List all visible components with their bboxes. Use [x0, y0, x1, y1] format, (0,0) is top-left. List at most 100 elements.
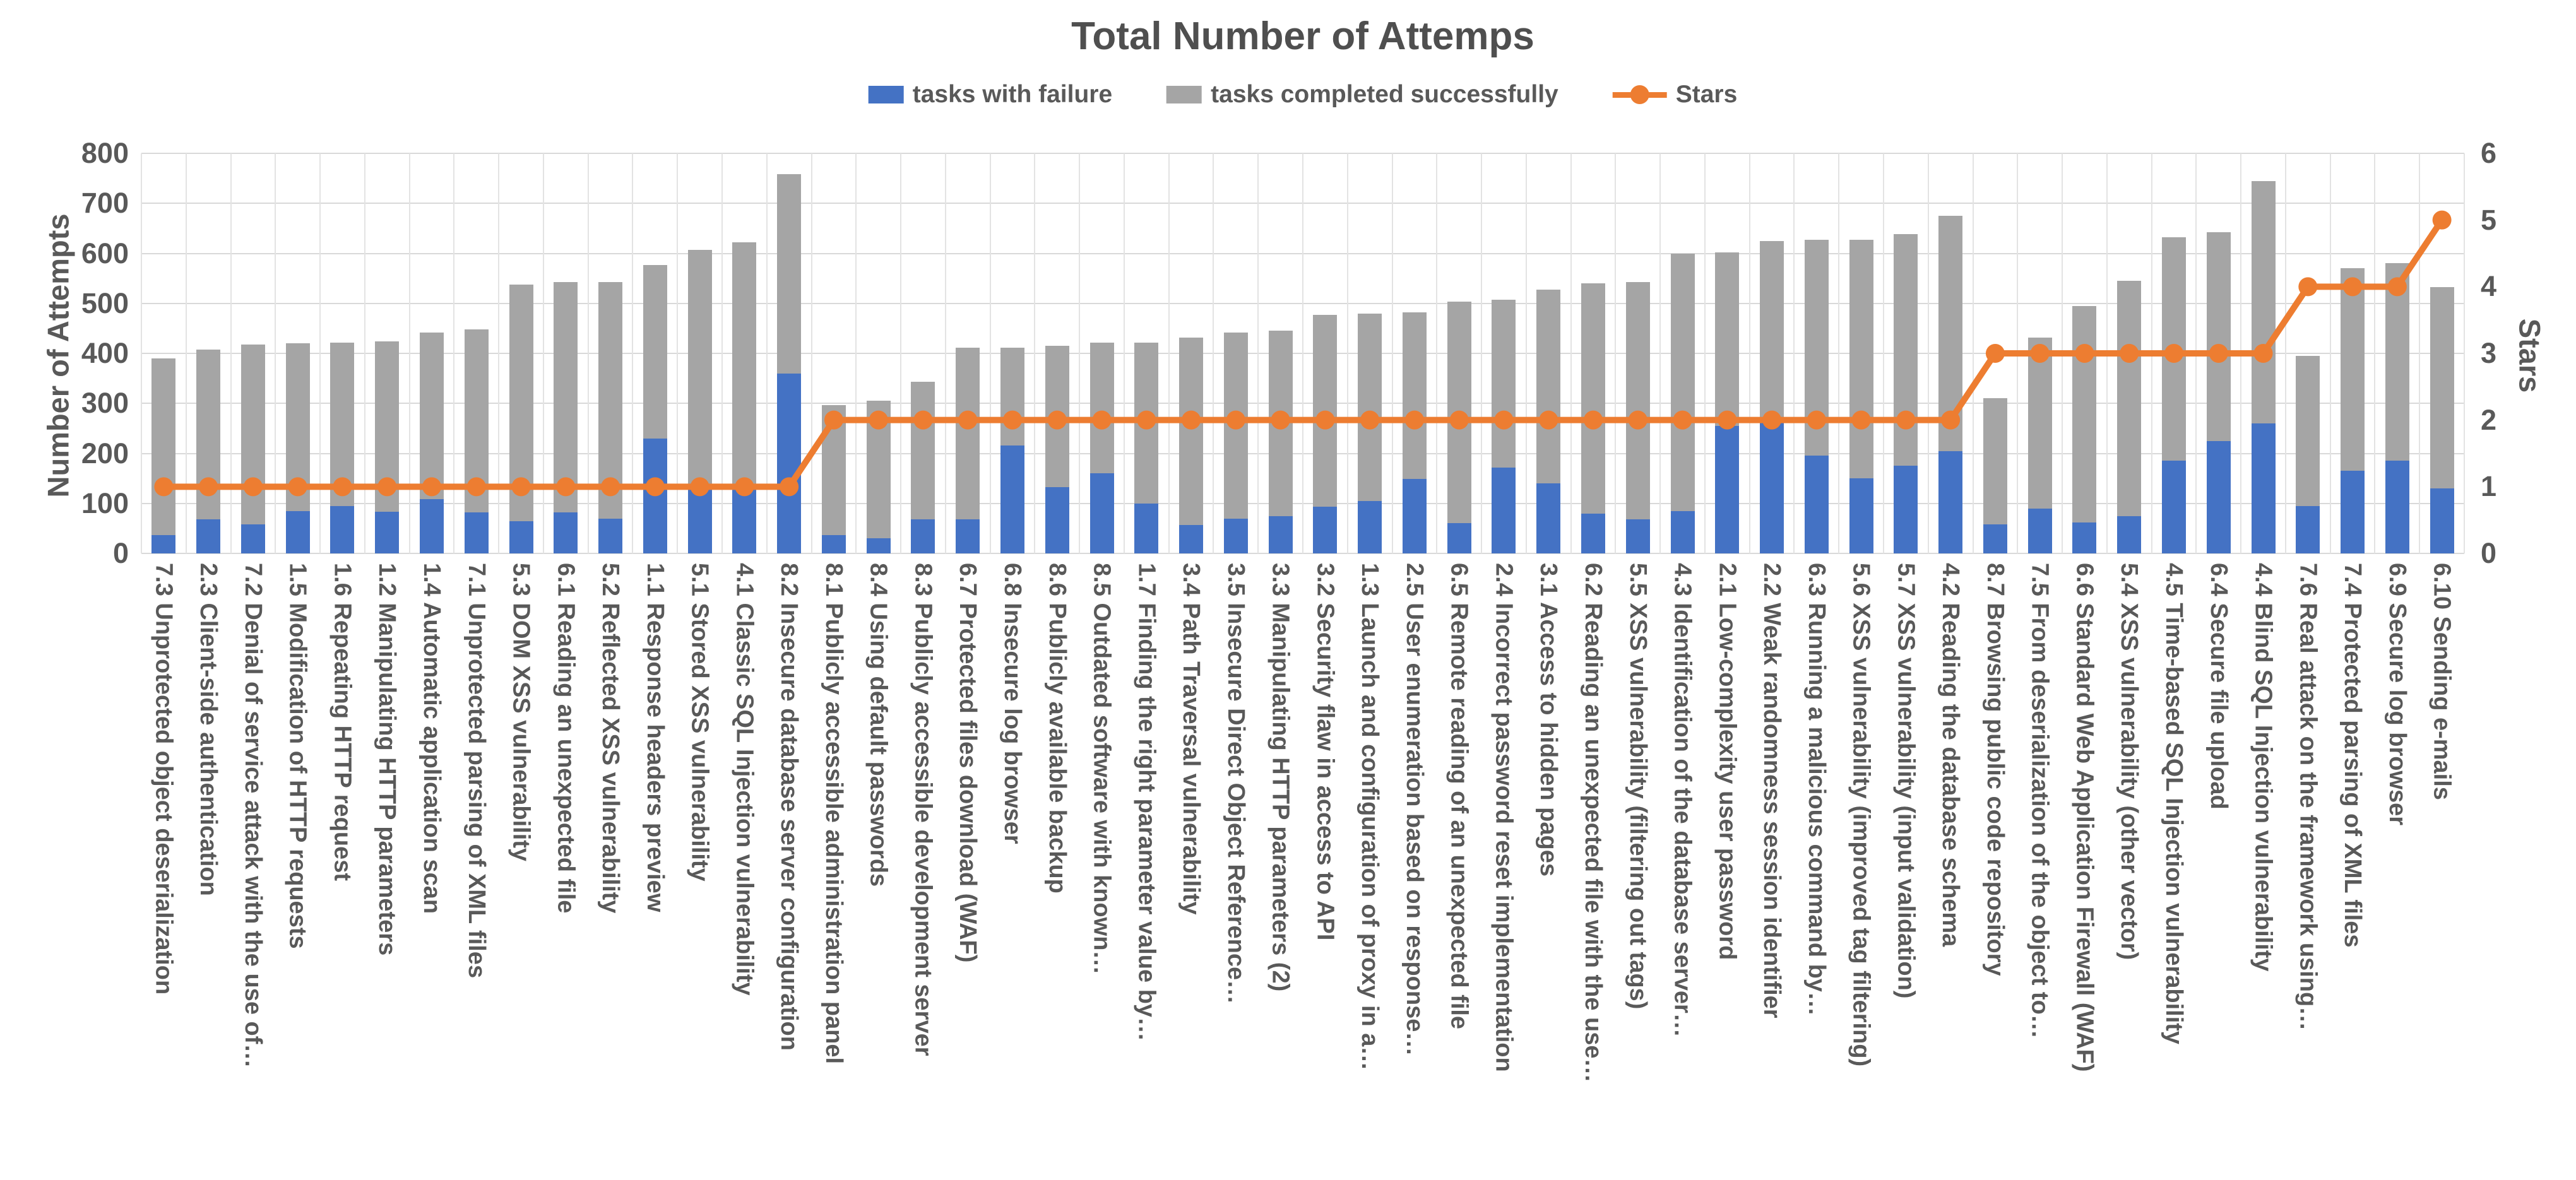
stars-point	[1271, 410, 1290, 430]
gridline-vertical	[1793, 153, 1795, 553]
stars-point	[154, 477, 174, 497]
gridline-vertical	[230, 153, 232, 553]
bar-segment-tasks-with-failure	[1268, 516, 1293, 553]
stars-point	[1449, 410, 1469, 430]
y-axis-tick-label-right: 3	[2481, 337, 2497, 369]
stars-point	[288, 477, 307, 497]
stars-point	[869, 410, 888, 430]
bar-segment-tasks-with-failure	[1715, 425, 1740, 553]
legend-label-failure: tasks with failure	[912, 81, 1113, 108]
stars-line	[154, 210, 2452, 497]
bar-segment-tasks-with-failure	[330, 505, 355, 553]
bar-segment-tasks-with-failure	[598, 518, 623, 553]
gridline-vertical	[1659, 153, 1661, 553]
x-axis-label: 1.3 Launch and configuration of proxy in…	[1356, 563, 1384, 1071]
bar-segment-tasks-with-failure	[1447, 523, 1471, 553]
stars-point	[466, 477, 486, 497]
x-axis-label: 3.2 Security flaw in access to API	[1312, 563, 1339, 941]
bar-segment-tasks-with-failure	[732, 488, 757, 553]
bar-segment-tasks-completed-successfully	[687, 249, 712, 488]
x-axis-label: 7.3 Unprotected object deserialization	[150, 563, 177, 995]
bar-segment-tasks-completed-successfully	[2117, 281, 2142, 516]
x-axis-label: 1.4 Automatic application scan	[418, 563, 445, 914]
bar-segment-tasks-with-failure	[2341, 471, 2365, 553]
stars-point	[1226, 410, 1245, 430]
x-axis-label: 2.2 Weak randomness session identifier	[1759, 563, 1786, 1018]
gridline-vertical	[2464, 153, 2465, 553]
bar-segment-tasks-completed-successfully	[2296, 355, 2320, 506]
gridline-vertical	[1481, 153, 1483, 553]
stars-point	[333, 477, 352, 497]
y-axis-tick-label-left: 400	[81, 337, 129, 369]
gridline-vertical	[1168, 153, 1170, 553]
bar-segment-tasks-with-failure	[1402, 478, 1427, 553]
x-axis-label: 3.5 Insecure Direct Object Reference…	[1222, 563, 1249, 1005]
y-axis-tick-label-right: 2	[2481, 403, 2497, 436]
y-axis-tick-label-right: 4	[2481, 270, 2497, 303]
bar-segment-tasks-with-failure	[464, 512, 489, 553]
y-axis-tick-label-left: 200	[81, 437, 129, 469]
gridline-vertical	[141, 153, 142, 553]
stars-point	[690, 477, 709, 497]
bar-segment-tasks-completed-successfully	[1625, 282, 1650, 520]
y-axis-tick-label-left: 600	[81, 237, 129, 269]
stars-point	[1539, 410, 1558, 430]
y-axis-tick-label-left: 300	[81, 387, 129, 420]
bar-segment-tasks-completed-successfully	[2206, 232, 2231, 441]
y-axis-tick-label-left: 0	[112, 537, 129, 569]
gridline-vertical	[721, 153, 723, 553]
x-axis-label: 6.9 Secure log browser	[2383, 563, 2411, 826]
stars-point	[199, 477, 218, 497]
bar-segment-tasks-completed-successfully	[956, 347, 980, 520]
x-axis-label: 3.3 Manipulating HTTP parameters (2)	[1267, 563, 1294, 992]
bar-segment-tasks-with-failure	[2296, 505, 2320, 553]
stars-point	[1182, 410, 1201, 430]
stars-line-path	[163, 218, 2445, 490]
x-axis-label: 5.1 Stored XSS vulnerability	[686, 563, 713, 882]
stars-point	[2164, 344, 2183, 363]
gridline-vertical	[2374, 153, 2376, 553]
stars-point	[645, 477, 665, 497]
x-axis-label: 7.6 Real attack on the framework using…	[2294, 563, 2322, 1031]
gridline-horizontal	[141, 553, 2464, 554]
bar-segment-tasks-with-failure	[687, 488, 712, 553]
stars-point	[1092, 410, 1112, 430]
bar-segment-tasks-with-failure	[196, 519, 221, 553]
x-axis-label: 7.4 Protected parsing of XML files	[2339, 563, 2366, 948]
stars-point	[1315, 410, 1335, 430]
x-axis-label: 5.3 DOM XSS vulnerability	[507, 563, 535, 862]
bar-segment-tasks-with-failure	[1894, 466, 1918, 553]
x-axis-label: 6.8 Insecure log browser	[999, 563, 1026, 844]
stars-point	[2387, 277, 2407, 297]
x-axis-label: 5.4 XSS vulnerability (other vector)	[2116, 563, 2143, 960]
x-axis-label: 4.1 Classic SQL Injection vulnerability	[731, 563, 758, 996]
x-axis-label: 6.10 Sending e-mails	[2428, 563, 2455, 800]
gridline-vertical	[1525, 153, 1527, 553]
gridline-vertical	[2419, 153, 2421, 553]
legend-item-success: tasks completed successfully	[1166, 81, 1558, 109]
stars-point	[511, 477, 531, 497]
stars-point	[1851, 410, 1871, 430]
gridline-vertical	[1615, 153, 1617, 553]
y-axis-tick-label-left: 700	[81, 187, 129, 220]
bar-segment-tasks-with-failure	[1313, 506, 1338, 553]
bar-segment-tasks-with-failure	[1670, 510, 1695, 553]
gridline-vertical	[319, 153, 321, 553]
gridline-vertical	[587, 153, 589, 553]
x-axis-label: 8.3 Publicly accessible development serv…	[910, 563, 937, 1056]
stars-point	[422, 477, 441, 497]
gridline-vertical	[900, 153, 902, 553]
stars-point	[1494, 410, 1514, 430]
y-axis-tick-label-right: 0	[2481, 537, 2497, 569]
bar-segment-tasks-completed-successfully	[911, 382, 935, 520]
gridline-vertical	[632, 153, 634, 553]
legend-item-failure: tasks with failure	[868, 81, 1113, 109]
y-axis-tick-label-right: 5	[2481, 203, 2497, 236]
gridline-vertical	[1838, 153, 1840, 553]
x-axis-label: 4.4 Blind SQL Injection vulnerability	[2250, 563, 2277, 972]
bar-segment-tasks-with-failure	[2162, 461, 2186, 553]
y-axis-tick-label-left: 100	[81, 487, 129, 519]
bar-segment-tasks-completed-successfully	[1536, 289, 1561, 484]
bar-segment-tasks-with-failure	[1625, 519, 1650, 553]
gridline-vertical	[1034, 153, 1036, 553]
